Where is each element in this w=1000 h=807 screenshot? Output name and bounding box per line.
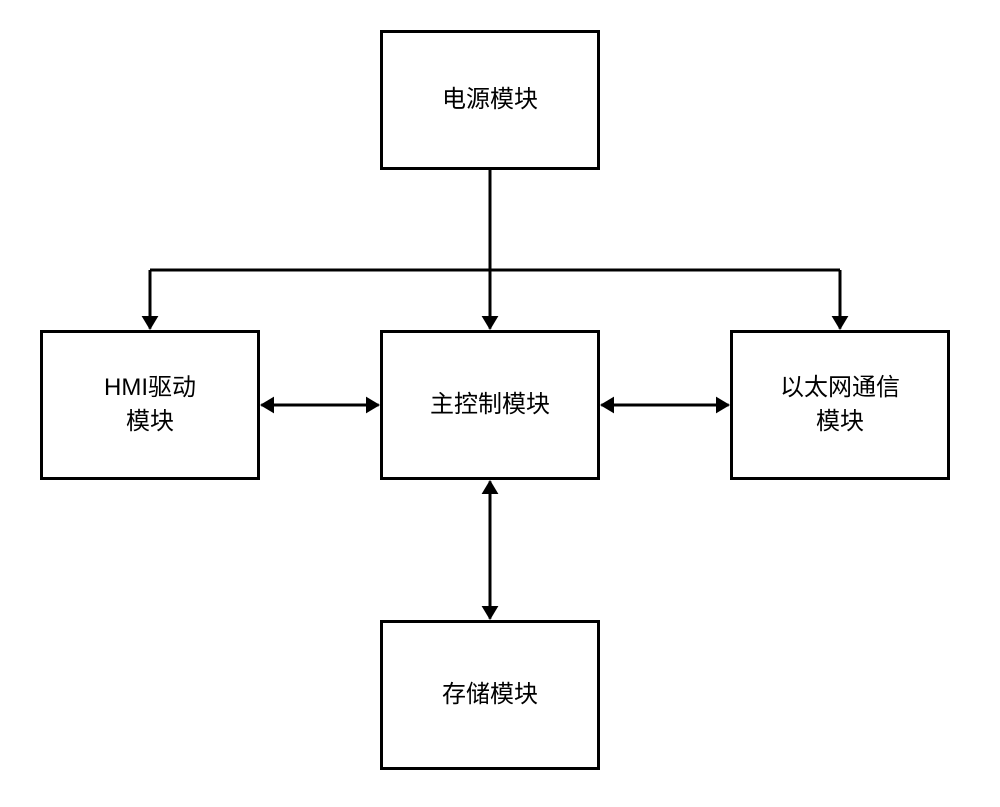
node-storage: 存储模块 (380, 620, 600, 770)
node-power-label: 电源模块 (442, 83, 538, 117)
node-storage-label: 存储模块 (442, 678, 538, 712)
node-eth: 以太网通信 模块 (730, 330, 950, 480)
node-hmi: HMI驱动 模块 (40, 330, 260, 480)
node-eth-label: 以太网通信 模块 (780, 371, 900, 438)
node-main-label: 主控制模块 (430, 388, 550, 422)
diagram-canvas: 电源模块 HMI驱动 模块 主控制模块 以太网通信 模块 存储模块 (0, 0, 1000, 807)
node-power: 电源模块 (380, 30, 600, 170)
node-hmi-label: HMI驱动 模块 (104, 371, 196, 438)
node-main: 主控制模块 (380, 330, 600, 480)
